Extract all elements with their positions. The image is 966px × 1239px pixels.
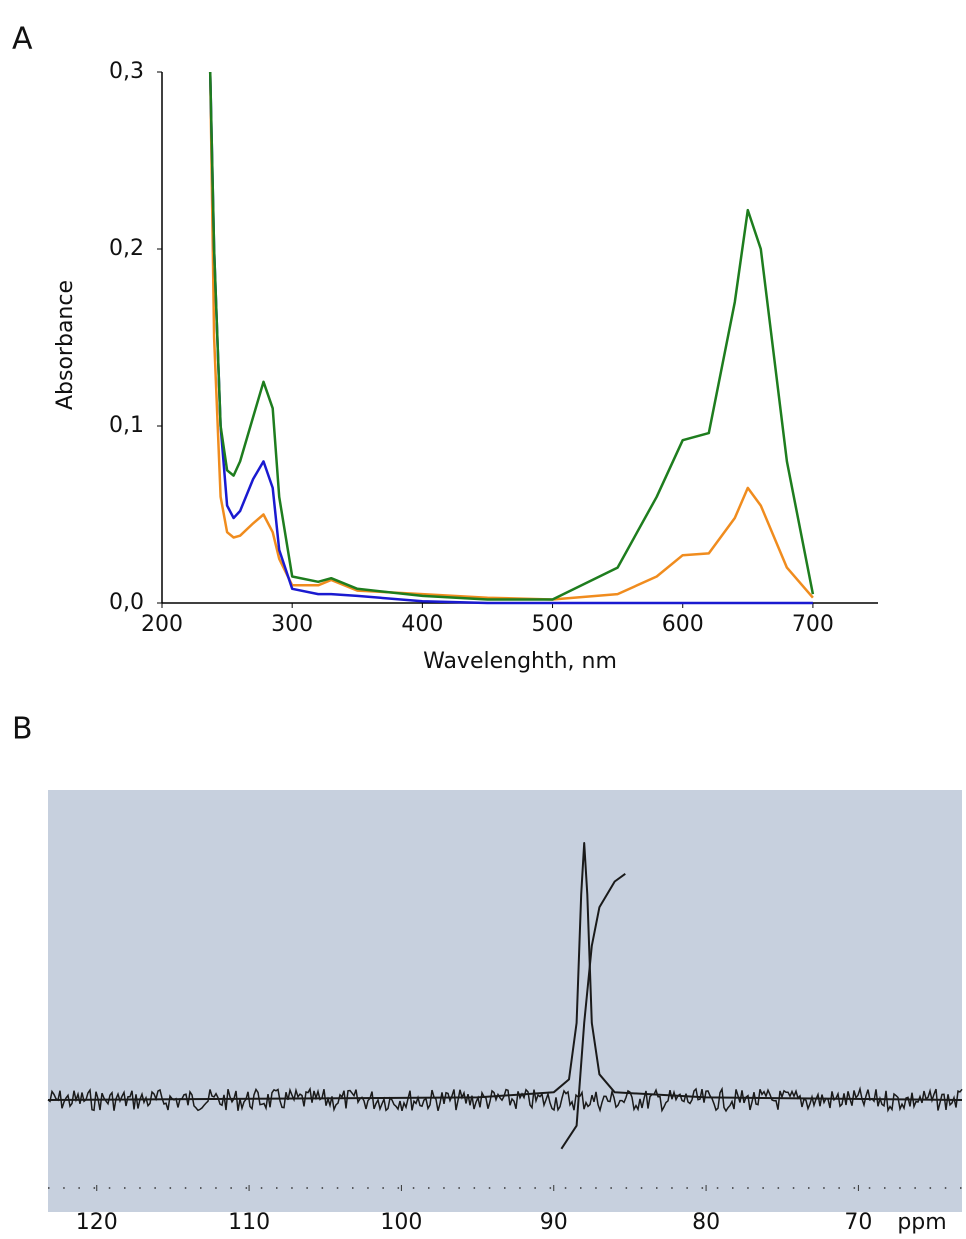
x-tick-label: 110 bbox=[228, 1210, 270, 1235]
x-tick-label: 100 bbox=[380, 1210, 422, 1235]
series-line bbox=[208, 71, 814, 601]
series-line bbox=[208, 71, 815, 601]
panel-label: B bbox=[12, 712, 33, 747]
y-tick-label: 0,1 bbox=[109, 413, 144, 438]
spectrum-background bbox=[48, 790, 962, 1212]
x-tick-label: 120 bbox=[76, 1210, 118, 1235]
y-tick-label: 0,3 bbox=[109, 59, 144, 84]
x-tick-label: 600 bbox=[662, 612, 704, 637]
y-axis-title: Absorbance bbox=[53, 280, 78, 410]
noise bbox=[47, 1086, 963, 1113]
x-tick-label: 70 bbox=[844, 1210, 872, 1235]
y-tick-label: 0,2 bbox=[109, 236, 144, 261]
x-tick-label: 700 bbox=[792, 612, 834, 637]
series-line bbox=[208, 71, 813, 605]
x-tick-label: 300 bbox=[271, 612, 313, 637]
x-tick-label: 90 bbox=[540, 1210, 568, 1235]
x-tick-label: 400 bbox=[401, 612, 443, 637]
series-line bbox=[47, 842, 963, 1101]
x-tick-label: 80 bbox=[692, 1210, 720, 1235]
x-axis-title: Wavelenghth, nm bbox=[423, 649, 617, 674]
panel-label: A bbox=[12, 22, 33, 57]
x-tick-label: 200 bbox=[141, 612, 183, 637]
x-unit: ppm bbox=[897, 1210, 946, 1235]
series-line bbox=[560, 872, 626, 1150]
x-tick-label: 500 bbox=[532, 612, 574, 637]
y-tick-label: 0,0 bbox=[109, 590, 144, 615]
